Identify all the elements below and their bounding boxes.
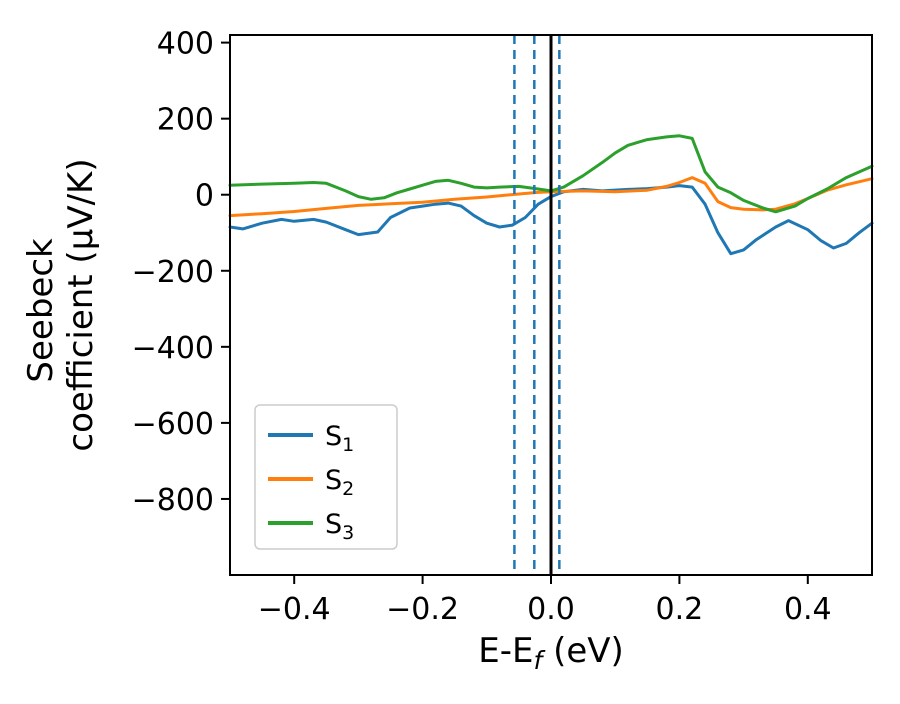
series-line-S2 [228, 176, 874, 218]
y-tick-label: 400 [157, 27, 214, 62]
y-axis-label: Seebeck coefficient (μV/K) [21, 158, 101, 451]
x-axis-label-unit: (eV) [542, 631, 624, 671]
y-tick-label: −600 [132, 407, 214, 442]
y-tick-label: −400 [132, 331, 214, 366]
x-tick-label: −0.4 [258, 592, 331, 627]
series-line-S1 [228, 184, 874, 256]
x-tick-label: 0.0 [527, 592, 575, 627]
plot-area: −0.4 −0.2 0.0 0.2 0.4 400 200 0 −200 −400 −600 −800… [132, 27, 874, 627]
y-axis-label-line2: coefficient (μV/K) [61, 158, 101, 451]
x-tick-label: 0.4 [784, 592, 832, 627]
y-tick-label: −200 [132, 255, 214, 290]
y-axis-label-line1: Seebeck [21, 238, 61, 383]
y-tick-label: 0 [195, 179, 214, 214]
legend-label-S2: S2 [325, 465, 354, 500]
x-axis-label-main: E-E [478, 631, 533, 671]
legend-label-S3: S3 [325, 509, 354, 544]
x-tick-label: 0.2 [656, 592, 704, 627]
x-axis-label: E-Ef (eV) [478, 631, 624, 675]
y-tick-label: 200 [157, 103, 214, 138]
x-tick-label: −0.2 [386, 592, 459, 627]
legend-box [254, 404, 398, 550]
y-tick-label: −800 [132, 483, 214, 518]
legend-label-S1: S1 [325, 421, 354, 456]
